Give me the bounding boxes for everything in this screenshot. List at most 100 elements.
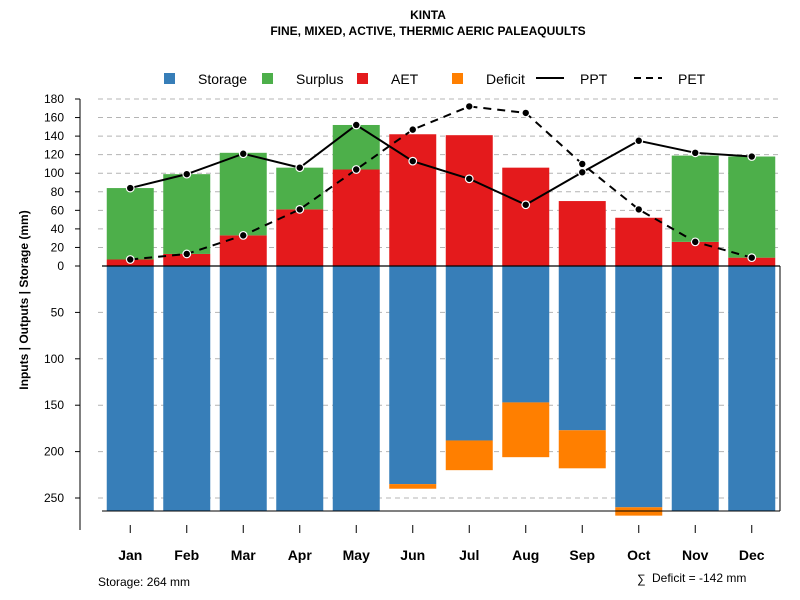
y-tick-label: 80 [51,185,65,199]
ppt-point [182,169,192,179]
pet-point [464,102,474,111]
legend-item-aet: AET [357,71,419,87]
x-tick-label-sep: Sep [569,547,595,563]
pet-point [408,125,418,135]
surplus-bar-nov [671,155,719,242]
storage-bar-jul [445,266,493,441]
storage-bar-mar [219,266,267,511]
chart-title: KINTA [410,8,446,22]
surplus-bar-mar [219,152,267,236]
legend-item-pet: PET [634,71,706,87]
y-tick-label: 140 [44,129,64,143]
ppt-point [295,163,305,173]
ppt-point [125,183,135,193]
ppt-point [408,156,418,166]
legend-label: PPT [580,71,608,87]
axes: 0 20 40 60 80 100 120 140 160 180 50 100 150 200 250 Ja… [44,92,781,563]
storage-bar-apr [276,266,324,511]
storage-bar-dec [728,266,776,511]
y-axis-label: Inputs | Outputs | Storage (mm) [17,210,31,389]
ppt-point [238,149,248,159]
deficit-bar-aug [502,402,550,458]
aet-bar-apr [276,209,324,266]
pet-point [182,249,192,259]
y-tick-label: 180 [44,92,64,106]
legend: Storage Surplus AET Deficit PPT PET [164,71,706,87]
x-tick-label-nov: Nov [682,547,709,563]
y-tick-label: 100 [44,166,64,180]
x-tick-label-aug: Aug [512,547,539,563]
aet-bar-sep [558,201,606,266]
y-tick-label: 60 [51,203,65,217]
legend-swatch [164,73,175,84]
x-tick-label-oct: Oct [627,547,651,563]
storage-bar-aug [502,266,550,403]
aet-bar-may [332,169,380,266]
x-tick-label-jun: Jun [400,547,425,563]
surplus-bar-jan [106,188,154,260]
y-tick-label: 50 [51,305,65,319]
legend-item-deficit: Deficit [452,71,525,87]
aet-bar-oct [615,217,663,266]
x-tick-label-apr: Apr [288,547,313,563]
y-tick-label: 40 [51,222,65,236]
y-tick-label: 200 [44,445,64,459]
legend-swatch [262,73,273,84]
legend-item-surplus: Surplus [262,71,343,87]
x-tick-label-dec: Dec [739,547,765,563]
x-tick-label-mar: Mar [231,547,256,563]
storage-bar-sep [558,266,606,431]
x-tick-label-jul: Jul [459,547,479,563]
storage-bar-oct [615,266,663,508]
ppt-point [634,136,644,146]
y-tick-label: 20 [51,240,65,254]
deficit-bar-jun [389,484,437,489]
x-tick-label-may: May [343,547,370,563]
legend-swatch [452,73,463,84]
pet-line [130,105,753,261]
storage-bar-jun [389,266,437,485]
series-lines [125,102,757,264]
bars [106,124,776,516]
deficit-bar-jul [445,440,493,471]
y-tick-label: 160 [44,111,64,125]
aet-bar-aug [502,167,550,266]
pet-point [577,159,587,169]
legend-label: PET [678,71,706,87]
storage-bar-nov [671,266,719,511]
ppt-point [690,148,700,158]
legend-label: Deficit [486,71,525,87]
legend-label: Surplus [296,71,343,87]
y-tick-label: 0 [57,259,64,273]
storage-bar-may [332,266,380,511]
y-tick-label: 150 [44,398,64,412]
ppt-point [464,174,474,184]
ppt-point [521,200,531,210]
pet-point [521,108,531,118]
surplus-bar-feb [163,174,211,254]
ppt-point [577,167,587,177]
x-tick-label-jan: Jan [118,547,142,563]
ppt-line [130,123,752,206]
x-tick-label-feb: Feb [174,547,199,563]
ppt-point [351,120,361,130]
legend-swatch [357,73,368,84]
pet-point [747,253,757,263]
y-tick-label: 100 [44,352,64,366]
surplus-bar-apr [276,167,324,210]
pet-point [295,205,305,214]
surplus-bar-dec [728,156,776,258]
y-tick-label: 250 [44,491,64,505]
legend-item-storage: Storage [164,71,247,87]
pet-point [125,255,135,264]
pet-point [351,165,361,174]
pet-point [690,237,700,247]
sum-icon: ∑ [637,572,646,586]
aet-bar-feb [163,253,211,266]
deficit-note: Deficit = -142 mm [652,571,746,585]
aet-bar-jun [389,134,437,266]
storage-bar-feb [163,266,211,511]
chart-subtitle: FINE, MIXED, ACTIVE, THERMIC AERIC PALEA… [270,24,585,38]
pet-point [238,230,248,240]
